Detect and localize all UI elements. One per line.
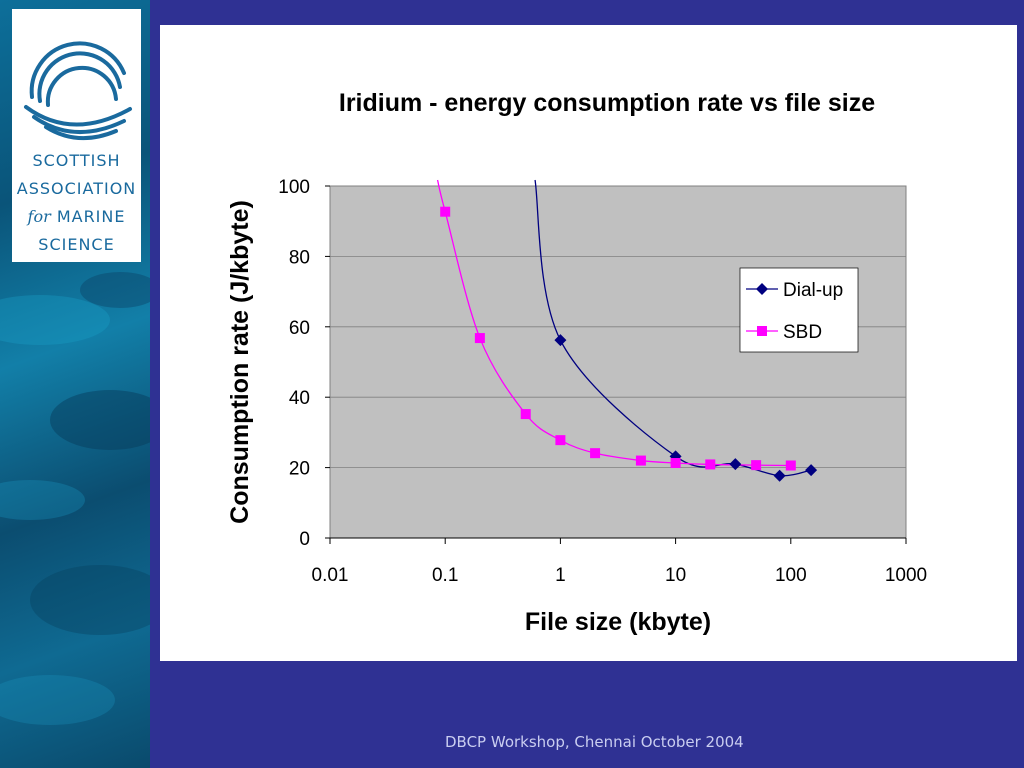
data-point-sbd xyxy=(474,333,485,344)
x-tick-label: 0.01 xyxy=(312,565,349,586)
y-axis-label: Consumption rate (J/kbyte) xyxy=(226,200,254,524)
y-tick-label: 0 xyxy=(299,529,310,550)
x-tick-label: 100 xyxy=(775,565,807,586)
legend-label: Dial-up xyxy=(783,280,843,301)
x-tick-label: 10 xyxy=(665,565,686,586)
footer-text: DBCP Workshop, Chennai October 2004 xyxy=(445,733,744,751)
chart-panel: Iridium - energy consumption rate vs fil… xyxy=(160,25,1017,661)
logo-line-science: SCIENCE xyxy=(38,235,115,254)
logo-line-scottish: SCOTTISH xyxy=(32,151,121,170)
x-axis-label: File size (kbyte) xyxy=(525,608,711,636)
series-line-sbd xyxy=(436,179,791,467)
data-point-dialup xyxy=(773,469,786,482)
plot-area xyxy=(329,185,907,539)
data-point-sbd xyxy=(520,409,531,420)
data-point-sbd xyxy=(590,448,601,459)
logo-line-association: ASSOCIATION xyxy=(16,179,137,198)
data-point-sbd xyxy=(440,206,451,217)
water-texture xyxy=(0,272,150,725)
x-tick-label: 1000 xyxy=(885,565,927,586)
logo-line-for: for xyxy=(27,207,51,226)
y-tick-label: 20 xyxy=(289,459,310,480)
x-tick-label: 1 xyxy=(555,565,566,586)
legend-marker-sbd xyxy=(757,326,767,336)
y-tick-label: 60 xyxy=(289,318,310,339)
data-point-sbd xyxy=(785,460,796,471)
y-tick-label: 100 xyxy=(278,177,310,198)
y-tick-label: 80 xyxy=(289,247,310,268)
y-tick-label: 40 xyxy=(289,388,310,409)
chart: Iridium - energy consumption rate vs fil… xyxy=(226,89,927,636)
legend: Dial-up SBD xyxy=(739,267,859,353)
wave-logo-icon xyxy=(24,41,132,141)
legend-marker-dialup xyxy=(756,283,768,295)
data-point-dialup xyxy=(554,334,567,347)
legend-label: SBD xyxy=(783,322,822,343)
x-tick-label: 0.1 xyxy=(432,565,458,586)
data-point-sbd xyxy=(705,459,716,470)
chart-title: Iridium - energy consumption rate vs fil… xyxy=(339,89,875,117)
data-point-sbd xyxy=(670,458,681,469)
data-point-sbd xyxy=(555,435,566,446)
data-point-dialup xyxy=(805,464,818,477)
saams-logo: SCOTTISH ASSOCIATION for MARINE SCIENCE xyxy=(12,9,141,262)
logo-line-marine: MARINE xyxy=(56,207,126,226)
data-point-sbd xyxy=(751,460,762,471)
data-point-dialup xyxy=(729,458,742,471)
data-point-sbd xyxy=(635,455,646,466)
